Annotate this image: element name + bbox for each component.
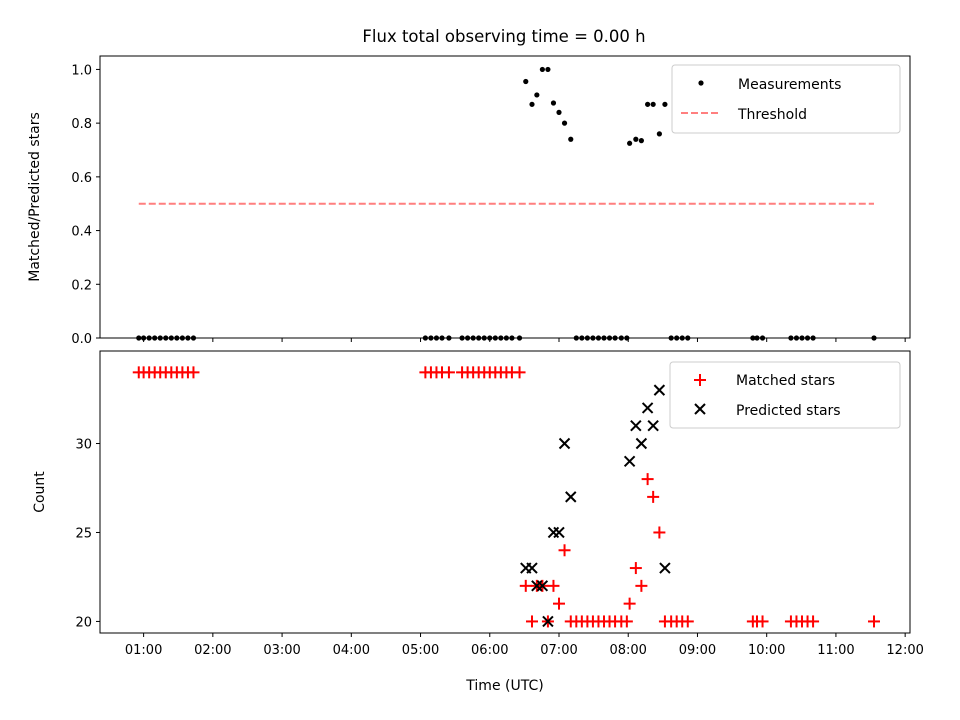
legend-measurements-marker	[698, 80, 704, 86]
matched-stars-point	[647, 490, 660, 503]
matched-stars-point	[807, 615, 820, 628]
x-tick-label: 02:00	[194, 643, 231, 658]
matched-stars-point	[681, 615, 694, 628]
x-tick-label: 05:00	[402, 643, 439, 658]
matched-stars-point	[553, 597, 565, 610]
measurements-point	[539, 66, 545, 73]
matched-stars-point	[547, 579, 560, 592]
predicted-stars-point	[536, 580, 549, 592]
x-tick-label: 10:00	[748, 643, 785, 658]
measurements-point	[523, 78, 529, 85]
measurements-point	[568, 136, 574, 142]
measurements-point	[662, 101, 668, 107]
x-tick-label: 01:00	[125, 643, 162, 658]
top-legend: Measurements Threshold	[671, 64, 901, 134]
legend-predicted-marker	[694, 403, 706, 415]
legend-measurements-label: Measurements	[738, 77, 841, 93]
predicted-stars-point	[558, 437, 571, 450]
measurements-point	[656, 131, 662, 137]
legend-threshold-label: Threshold	[737, 107, 807, 123]
x-tick-label: 06:00	[471, 643, 508, 658]
chart-title: Flux total observing time = 0.00 h	[362, 27, 645, 46]
bottom-x-axis: 01:00 02:00 03:00 04:00 05:00 06:00 07:00 08:00…	[125, 633, 924, 658]
matched-stars-point	[623, 597, 636, 610]
predicted-stars-point	[565, 491, 577, 503]
predicted-stars-point	[553, 526, 565, 539]
top-panel: Flux total observing time = 0.00 h 0.00.…	[27, 27, 911, 347]
top-y-tick-label: 0.4	[71, 225, 92, 240]
top-y-axis: 0.0 0.2 0.4 0.6 0.8 1.0	[71, 63, 100, 347]
matched-stars-point	[868, 615, 880, 628]
bottom-marks	[132, 366, 880, 628]
top-y-tick-label: 0.0	[71, 332, 92, 347]
bottom-panel: 20 25 30 01:00 02:00 03:00 04:00 05:00 06:00 07:…	[32, 350, 924, 694]
bottom-y-axis-label: Count	[32, 471, 48, 513]
measurements-point	[561, 120, 568, 126]
bottom-legend: Matched stars Predicted stars	[669, 361, 901, 429]
bottom-y-axis: 20 25 30	[75, 438, 100, 630]
matched-stars-point	[558, 544, 571, 557]
bottom-y-tick-label: 30	[75, 438, 92, 453]
measurements-point	[638, 138, 644, 144]
predicted-stars-point	[526, 562, 538, 574]
bottom-legend-box	[669, 361, 901, 429]
matched-stars-point	[526, 615, 538, 628]
legend-predicted-label: Predicted stars	[736, 403, 841, 419]
predicted-stars-point	[542, 615, 554, 628]
x-tick-label: 12:00	[886, 643, 923, 658]
top-x-axis	[143, 338, 906, 342]
bottom-y-tick-label: 20	[75, 615, 92, 630]
x-tick-label: 09:00	[679, 643, 716, 658]
x-tick-label: 03:00	[263, 643, 300, 658]
legend-matched-label: Matched stars	[736, 373, 835, 389]
measurements-point	[633, 136, 639, 142]
top-legend-box	[671, 64, 901, 134]
measurements-point	[529, 101, 535, 107]
matched-stars-point	[653, 526, 666, 539]
measurements-point	[650, 101, 656, 107]
x-tick-label: 08:00	[609, 643, 646, 658]
matched-stars-point	[187, 366, 200, 379]
matched-stars-point	[442, 366, 455, 379]
matched-stars-point	[513, 366, 526, 379]
x-tick-label: 07:00	[540, 643, 577, 658]
predicted-stars-point	[647, 420, 659, 432]
matched-stars-point	[641, 473, 654, 486]
bottom-axes-frame	[99, 350, 911, 634]
top-y-tick-label: 0.6	[71, 171, 92, 186]
measurements-point	[545, 66, 551, 73]
bottom-x-axis-label: Time (UTC)	[465, 678, 543, 694]
measurements-point	[534, 92, 540, 98]
legend-matched-marker	[694, 374, 706, 386]
x-tick-label: 11:00	[817, 643, 854, 658]
x-tick-label: 04:00	[333, 643, 370, 658]
measurements-point	[645, 101, 651, 107]
matched-stars-point	[635, 579, 648, 592]
matched-stars-point	[756, 615, 769, 628]
matched-stars-point	[629, 562, 642, 575]
top-y-tick-label: 0.2	[71, 278, 92, 293]
predicted-stars-point	[641, 402, 654, 414]
measurements-point	[627, 140, 633, 146]
measurements-point	[550, 100, 557, 106]
predicted-stars-point	[659, 562, 671, 574]
predicted-stars-point	[623, 455, 636, 468]
top-y-axis-label: Matched/Predicted stars	[27, 112, 43, 282]
matched-stars-point	[519, 579, 532, 592]
predicted-stars-point	[630, 420, 642, 432]
matched-stars-point	[620, 615, 633, 628]
top-y-tick-label: 1.0	[71, 63, 92, 78]
predicted-stars-point	[635, 437, 648, 450]
top-axes-frame	[99, 55, 911, 339]
measurements-point	[556, 109, 562, 115]
bottom-y-tick-label: 25	[75, 526, 92, 541]
predicted-stars-point	[653, 384, 666, 396]
top-y-tick-label: 0.8	[71, 117, 92, 132]
